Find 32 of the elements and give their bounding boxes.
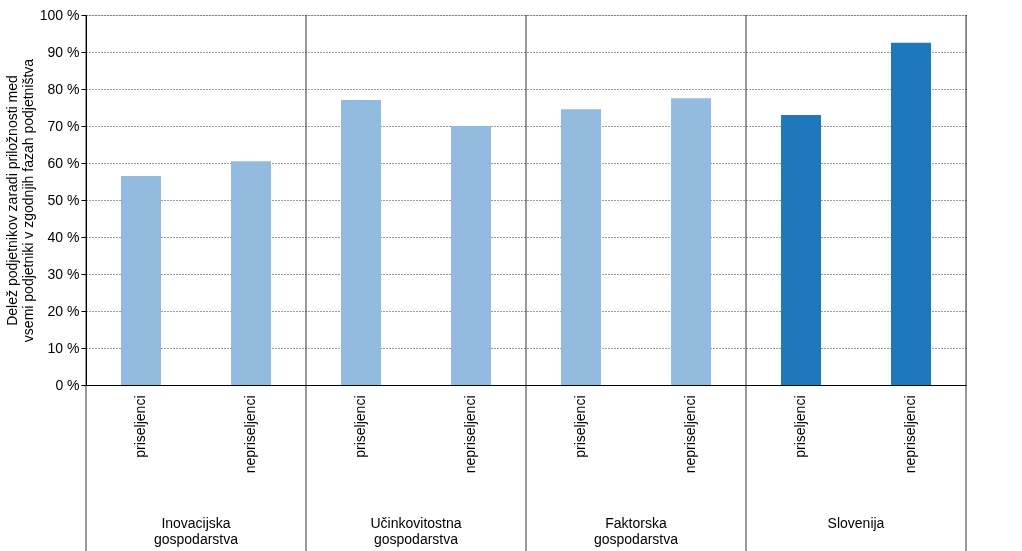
bar xyxy=(561,109,601,385)
x-tick-label: priseljenci xyxy=(572,395,588,458)
text: Slovenija xyxy=(827,515,885,531)
y-tick-label: 90 % xyxy=(47,43,80,60)
y-tick-label: 20 % xyxy=(47,302,80,319)
x-tick-label: priseljenci xyxy=(352,395,368,458)
text: Učinkovitostna gospodarstva xyxy=(370,515,462,547)
bar xyxy=(121,175,161,385)
bar xyxy=(781,114,821,385)
bar xyxy=(231,161,271,385)
y-tick-label: 40 % xyxy=(47,228,80,245)
y-tick-label: 30 % xyxy=(47,265,80,282)
y-tick-label: 80 % xyxy=(47,80,80,97)
bar xyxy=(451,126,491,385)
x-tick-label: nepriseljenci xyxy=(682,395,698,474)
text: Faktorska gospodarstva xyxy=(593,515,679,547)
bar xyxy=(671,98,711,385)
bar xyxy=(891,42,931,385)
x-tick-label: priseljenci xyxy=(132,395,148,458)
y-tick-label: 0 % xyxy=(55,376,80,393)
y-tick-label: 10 % xyxy=(47,339,80,356)
x-tick-label: nepriseljenci xyxy=(902,395,918,474)
y-tick-label: 70 % xyxy=(47,117,80,134)
x-tick-label: nepriseljenci xyxy=(242,395,258,474)
x-tick-label: nepriseljenci xyxy=(462,395,478,474)
y-tick-label: 60 % xyxy=(47,154,80,171)
text: Inovacijska gospodarstva xyxy=(153,515,239,547)
y-tick-label: 100 % xyxy=(39,6,80,23)
y-tick-label: 50 % xyxy=(47,191,80,208)
y-axis-title: Delež podjetnikov zaradi priložnosti med vsemi podjetniki v zgodnjih fazah podjetništva xyxy=(3,58,36,343)
x-tick-label: priseljenci xyxy=(792,395,808,458)
bar xyxy=(341,100,381,385)
